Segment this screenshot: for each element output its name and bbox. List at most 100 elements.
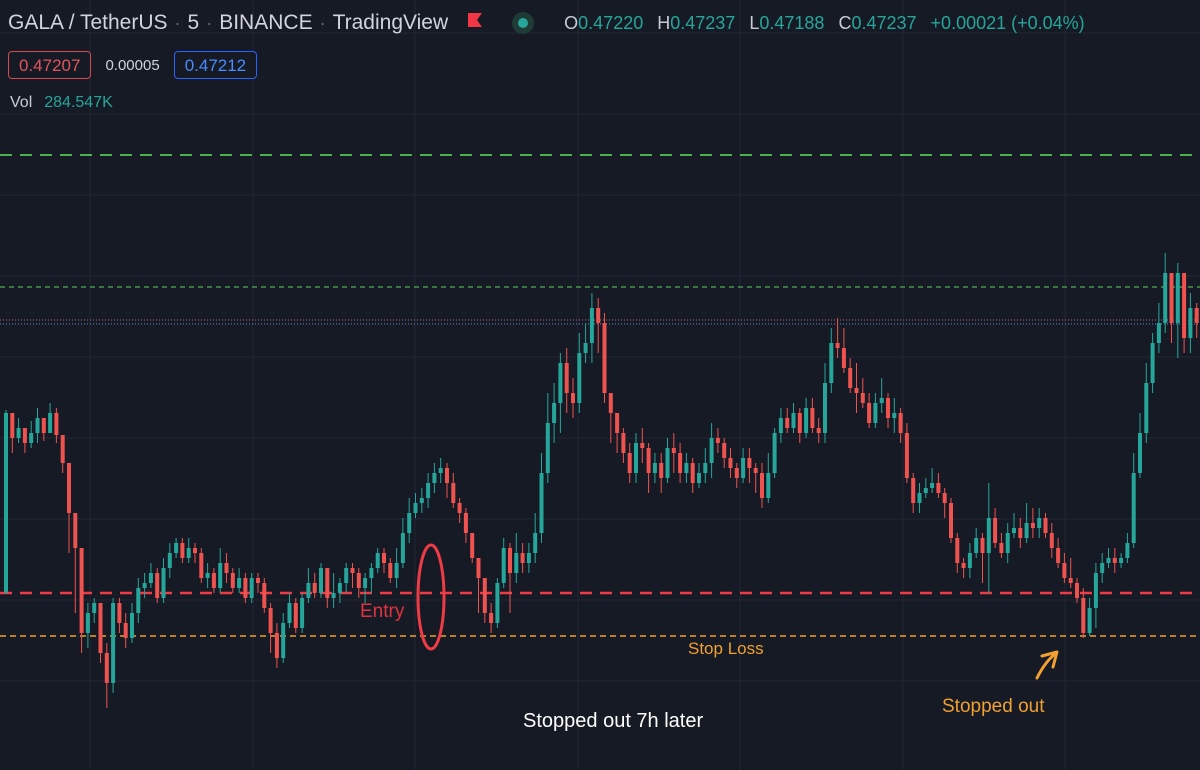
candle-body	[85, 613, 90, 633]
candle	[993, 508, 998, 548]
candle	[413, 493, 418, 518]
candle-body	[369, 568, 374, 578]
candle	[98, 603, 103, 663]
candle	[665, 438, 670, 483]
candle-body	[1182, 273, 1187, 338]
candle	[136, 578, 141, 623]
candle	[123, 613, 128, 648]
candle-body	[640, 443, 645, 448]
candle	[577, 333, 582, 413]
entry-annotation: Entry	[360, 601, 405, 622]
candle-body	[501, 548, 506, 583]
candle	[690, 458, 695, 493]
candle-body	[426, 483, 431, 498]
candle	[300, 593, 305, 633]
symbol-name[interactable]: GALA / TetherUS	[8, 11, 168, 34]
candle	[426, 473, 431, 508]
candle-body	[627, 453, 632, 473]
candle-body	[92, 603, 97, 613]
candle	[930, 468, 935, 493]
candle-body	[230, 573, 235, 588]
candle-body	[356, 573, 361, 588]
candle	[230, 568, 235, 593]
candle-body	[741, 458, 746, 478]
candle	[148, 563, 153, 588]
buy-price-button[interactable]: 0.47212	[173, 51, 258, 79]
candle-body	[898, 413, 903, 433]
candle	[224, 553, 229, 583]
sell-price-button[interactable]: 0.47207	[8, 51, 92, 79]
candle	[457, 498, 462, 523]
candle	[111, 598, 116, 693]
candle-body	[697, 473, 701, 483]
candle-body	[394, 563, 399, 578]
candle	[741, 448, 746, 483]
candle-body	[199, 553, 204, 578]
candle-body	[1125, 543, 1130, 558]
candle-body	[589, 308, 594, 343]
candle-body	[48, 413, 53, 433]
change-value: +0.00021 (+0.04%)	[930, 12, 1085, 33]
candle	[117, 598, 122, 633]
candle	[558, 353, 563, 433]
candle-body	[652, 463, 657, 473]
candle-body	[930, 483, 935, 488]
flag-icon[interactable]	[466, 11, 484, 29]
candle-body	[41, 418, 46, 433]
candle	[281, 613, 286, 663]
candle-body	[337, 583, 342, 593]
chart-header: GALA / TetherUS · 5 · BINANCE · TradingV…	[8, 9, 1085, 37]
candle	[22, 428, 27, 453]
candle	[501, 538, 506, 588]
candle	[1131, 453, 1136, 548]
open-label: O	[564, 12, 579, 33]
candle-body	[829, 343, 834, 383]
candle	[778, 408, 783, 443]
candle	[873, 393, 878, 428]
candle-body	[678, 453, 683, 473]
candle	[375, 548, 380, 573]
candle-body	[1106, 558, 1111, 563]
candle-body	[489, 613, 494, 623]
interval-label[interactable]: 5	[187, 11, 200, 34]
candle-body	[104, 653, 109, 683]
candle	[949, 498, 953, 543]
candle	[703, 448, 708, 483]
candle	[438, 458, 443, 483]
candle	[911, 473, 916, 513]
candle-body	[363, 578, 368, 588]
candle	[886, 393, 890, 428]
candle-body	[1012, 528, 1016, 533]
stopped-out-later-annotation: Stopped out 7h later	[523, 710, 704, 732]
candle	[92, 598, 97, 623]
candle-body	[665, 448, 670, 478]
candle	[961, 558, 966, 578]
candle	[237, 568, 242, 593]
candle-body	[778, 418, 783, 433]
candle-body	[350, 568, 355, 573]
candle-body	[400, 533, 405, 563]
candle	[1188, 293, 1193, 353]
candle-body	[892, 413, 897, 418]
candle-body	[205, 573, 210, 578]
candle	[142, 573, 147, 598]
candle	[337, 578, 342, 603]
candle-body	[596, 308, 601, 323]
candle-body	[1030, 523, 1035, 528]
candle	[697, 463, 701, 488]
candle	[552, 383, 557, 443]
candle-body	[602, 323, 607, 393]
candle-body	[35, 418, 40, 433]
stopped-out-annotation: Stopped out	[942, 696, 1045, 717]
candle	[829, 328, 834, 393]
candle	[974, 528, 979, 558]
candle	[1112, 548, 1117, 573]
candle	[1156, 303, 1161, 353]
candle-body	[375, 553, 380, 568]
candle	[816, 418, 821, 443]
candle	[470, 533, 475, 563]
candle-body	[419, 498, 424, 503]
candle	[1005, 523, 1010, 563]
market-status-icon[interactable]	[512, 12, 535, 34]
